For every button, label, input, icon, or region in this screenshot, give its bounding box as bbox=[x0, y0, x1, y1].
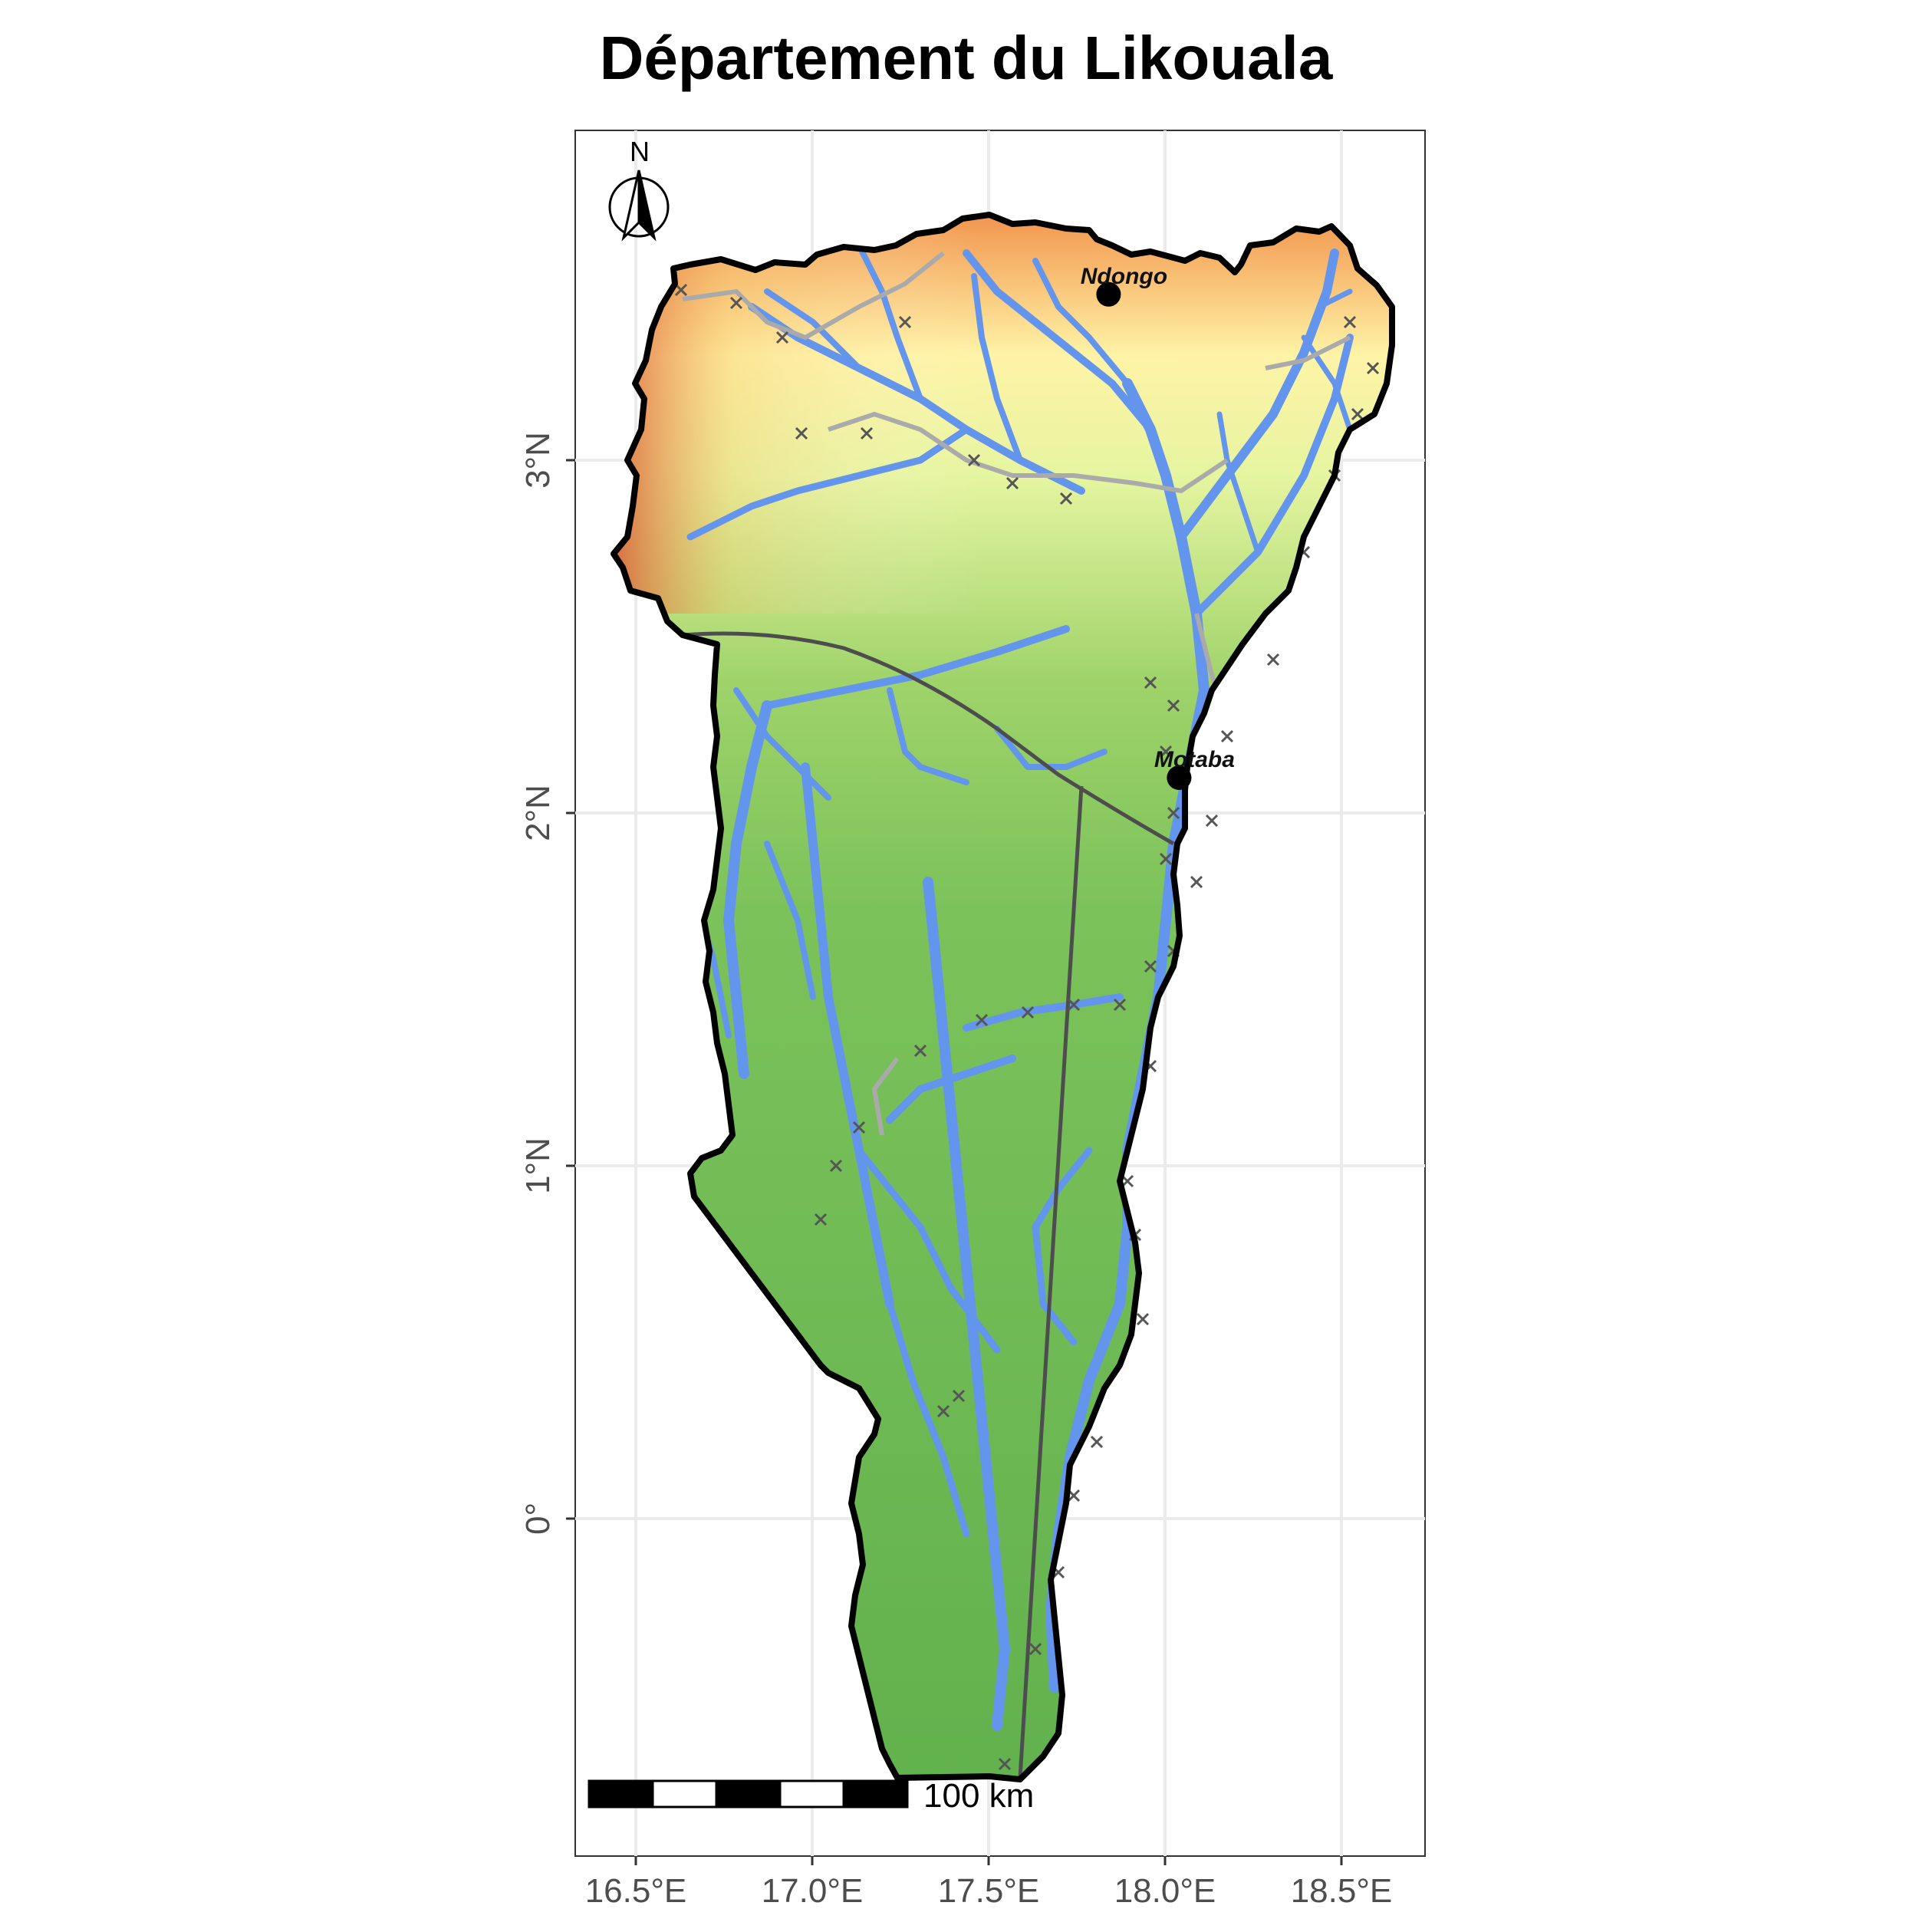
river bbox=[1216, 411, 1261, 555]
river bbox=[963, 993, 1124, 1032]
village-marker bbox=[1343, 315, 1357, 329]
y-tick-label: 2°N bbox=[519, 785, 557, 841]
village-marker bbox=[1351, 407, 1364, 421]
town-motaba: Motaba bbox=[1154, 747, 1235, 790]
x-tick-label: 16.5°E bbox=[585, 1872, 687, 1910]
village-marker bbox=[1167, 806, 1180, 820]
north-arrow-icon: N bbox=[608, 136, 670, 242]
map-title: Département du Likouala bbox=[599, 24, 1333, 92]
village-marker bbox=[1005, 476, 1019, 490]
river bbox=[855, 1147, 1001, 1354]
road bbox=[828, 411, 1229, 494]
village-marker bbox=[952, 1389, 966, 1403]
village-marker bbox=[1144, 959, 1157, 973]
town-marker bbox=[1096, 281, 1121, 307]
x-tick-label: 17.5°E bbox=[938, 1872, 1040, 1910]
village-marker bbox=[829, 1159, 843, 1173]
village-marker bbox=[1121, 1174, 1134, 1188]
river bbox=[963, 249, 1154, 433]
x-tick-label: 18.5°E bbox=[1291, 1872, 1393, 1910]
village-marker bbox=[1090, 1435, 1104, 1449]
district-line-east-west bbox=[682, 631, 1175, 846]
village-marker bbox=[1266, 653, 1280, 666]
village-marker bbox=[852, 1121, 866, 1134]
village-marker bbox=[795, 426, 808, 440]
village-marker bbox=[1159, 852, 1173, 866]
river bbox=[887, 687, 969, 785]
village-marker bbox=[1366, 361, 1380, 375]
road-network bbox=[682, 251, 1351, 1136]
village-marker bbox=[1144, 676, 1157, 690]
river bbox=[1193, 334, 1354, 617]
y-tick-label: 1°N bbox=[519, 1137, 557, 1194]
village-marker bbox=[1205, 814, 1219, 828]
river bbox=[856, 242, 923, 402]
x-axis: 16.5°E 17.0°E 17.5°E 18.0°E 18.5°E bbox=[585, 1856, 1393, 1910]
river bbox=[733, 687, 831, 801]
village-marker bbox=[975, 1013, 989, 1027]
y-tick-label: 0° bbox=[519, 1502, 557, 1535]
village-marker bbox=[1167, 699, 1180, 713]
north-label: N bbox=[630, 136, 650, 167]
road bbox=[1265, 335, 1351, 370]
village-marker bbox=[814, 1213, 828, 1226]
river bbox=[801, 762, 894, 1308]
y-tick-label: 3°N bbox=[519, 432, 557, 489]
river bbox=[1032, 258, 1131, 387]
village-marker bbox=[998, 1757, 1012, 1771]
village-marker bbox=[775, 331, 789, 344]
scale-bar-label: 100 km bbox=[923, 1777, 1034, 1815]
town-label: Motaba bbox=[1154, 747, 1235, 772]
y-axis: 3°N 2°N 1°N 0° bbox=[519, 432, 575, 1535]
scale-bar: 100 km bbox=[587, 1777, 1034, 1815]
river bbox=[763, 625, 1070, 709]
x-tick-label: 17.0°E bbox=[762, 1872, 864, 1910]
town-layer: Ndongo Motaba bbox=[1081, 264, 1235, 790]
village-marker bbox=[1136, 1312, 1150, 1326]
river bbox=[1177, 248, 1339, 541]
department-boundary bbox=[611, 212, 1395, 1782]
river bbox=[1032, 1147, 1093, 1346]
village-marker bbox=[1190, 875, 1203, 889]
village-marker bbox=[1067, 998, 1081, 1012]
town-marker bbox=[1167, 765, 1192, 790]
village-marker bbox=[674, 283, 688, 297]
river bbox=[886, 1300, 970, 1538]
town-ndongo: Ndongo bbox=[1081, 264, 1167, 307]
village-marker bbox=[1059, 492, 1073, 505]
river bbox=[764, 841, 816, 1000]
river bbox=[723, 700, 772, 1079]
village-marker bbox=[1159, 745, 1173, 759]
village-marker bbox=[1021, 1005, 1035, 1019]
river bbox=[764, 288, 862, 371]
village-marker bbox=[898, 315, 912, 329]
river bbox=[923, 877, 1010, 1731]
village-marker bbox=[1029, 1642, 1042, 1656]
road bbox=[682, 251, 945, 341]
village-marker bbox=[729, 296, 743, 310]
river bbox=[686, 426, 970, 541]
district-lines bbox=[682, 631, 1175, 1779]
river bbox=[1301, 288, 1353, 356]
district-line-north-south bbox=[1018, 785, 1084, 1779]
town-label: Ndongo bbox=[1081, 264, 1167, 289]
village-marker bbox=[1113, 998, 1127, 1012]
village-marker bbox=[1220, 729, 1234, 743]
x-tick-label: 18.0°E bbox=[1114, 1872, 1216, 1910]
river bbox=[971, 273, 1023, 463]
river bbox=[886, 1055, 1016, 1124]
village-marker bbox=[936, 1404, 950, 1418]
village-marker bbox=[860, 426, 874, 440]
road bbox=[871, 1057, 900, 1136]
village-marker bbox=[967, 453, 981, 467]
village-marker bbox=[913, 1044, 927, 1058]
